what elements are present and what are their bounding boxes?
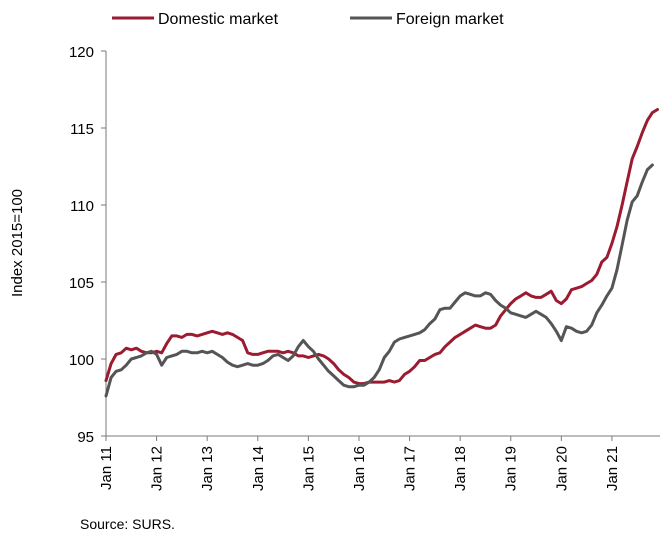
y-axis-title: Index 2015=100 [9, 189, 26, 297]
x-tick-label: Jan 19 [503, 446, 520, 491]
y-tick-label: 115 [70, 121, 94, 138]
x-tick-label: Jan 12 [149, 446, 166, 491]
y-tick-label: 100 [69, 352, 94, 369]
series-layer [104, 108, 659, 398]
x-tick-label: Jan 13 [199, 446, 216, 491]
axes: 95 100 105 110 115 120 Jan 11 Jan 12 Jan 13 Jan 1… [69, 44, 660, 491]
y-tick-label: 105 [69, 275, 94, 292]
y-tick-label: 120 [69, 44, 94, 61]
x-tick-label: Jan 14 [250, 446, 267, 491]
x-tick-label: Jan 21 [604, 446, 621, 491]
y-tick-label: 95 [77, 429, 94, 446]
y-tick-label: 110 [70, 198, 94, 215]
x-tick-label: Jan 20 [553, 446, 570, 491]
legend-label: Foreign market [396, 11, 504, 28]
x-tick-label: Jan 11 [98, 446, 115, 490]
series-line-foreign [104, 163, 654, 398]
series-line-domestic [104, 108, 659, 386]
legend: Domestic market Foreign market [112, 11, 504, 28]
legend-label: Domestic market [158, 11, 279, 28]
source-note: Source: SURS. [80, 516, 175, 532]
x-tick-label: Jan 15 [300, 446, 317, 491]
x-tick-label: Jan 17 [402, 446, 419, 491]
x-tick-label: Jan 16 [351, 446, 368, 491]
x-tick-label: Jan 18 [452, 446, 469, 491]
